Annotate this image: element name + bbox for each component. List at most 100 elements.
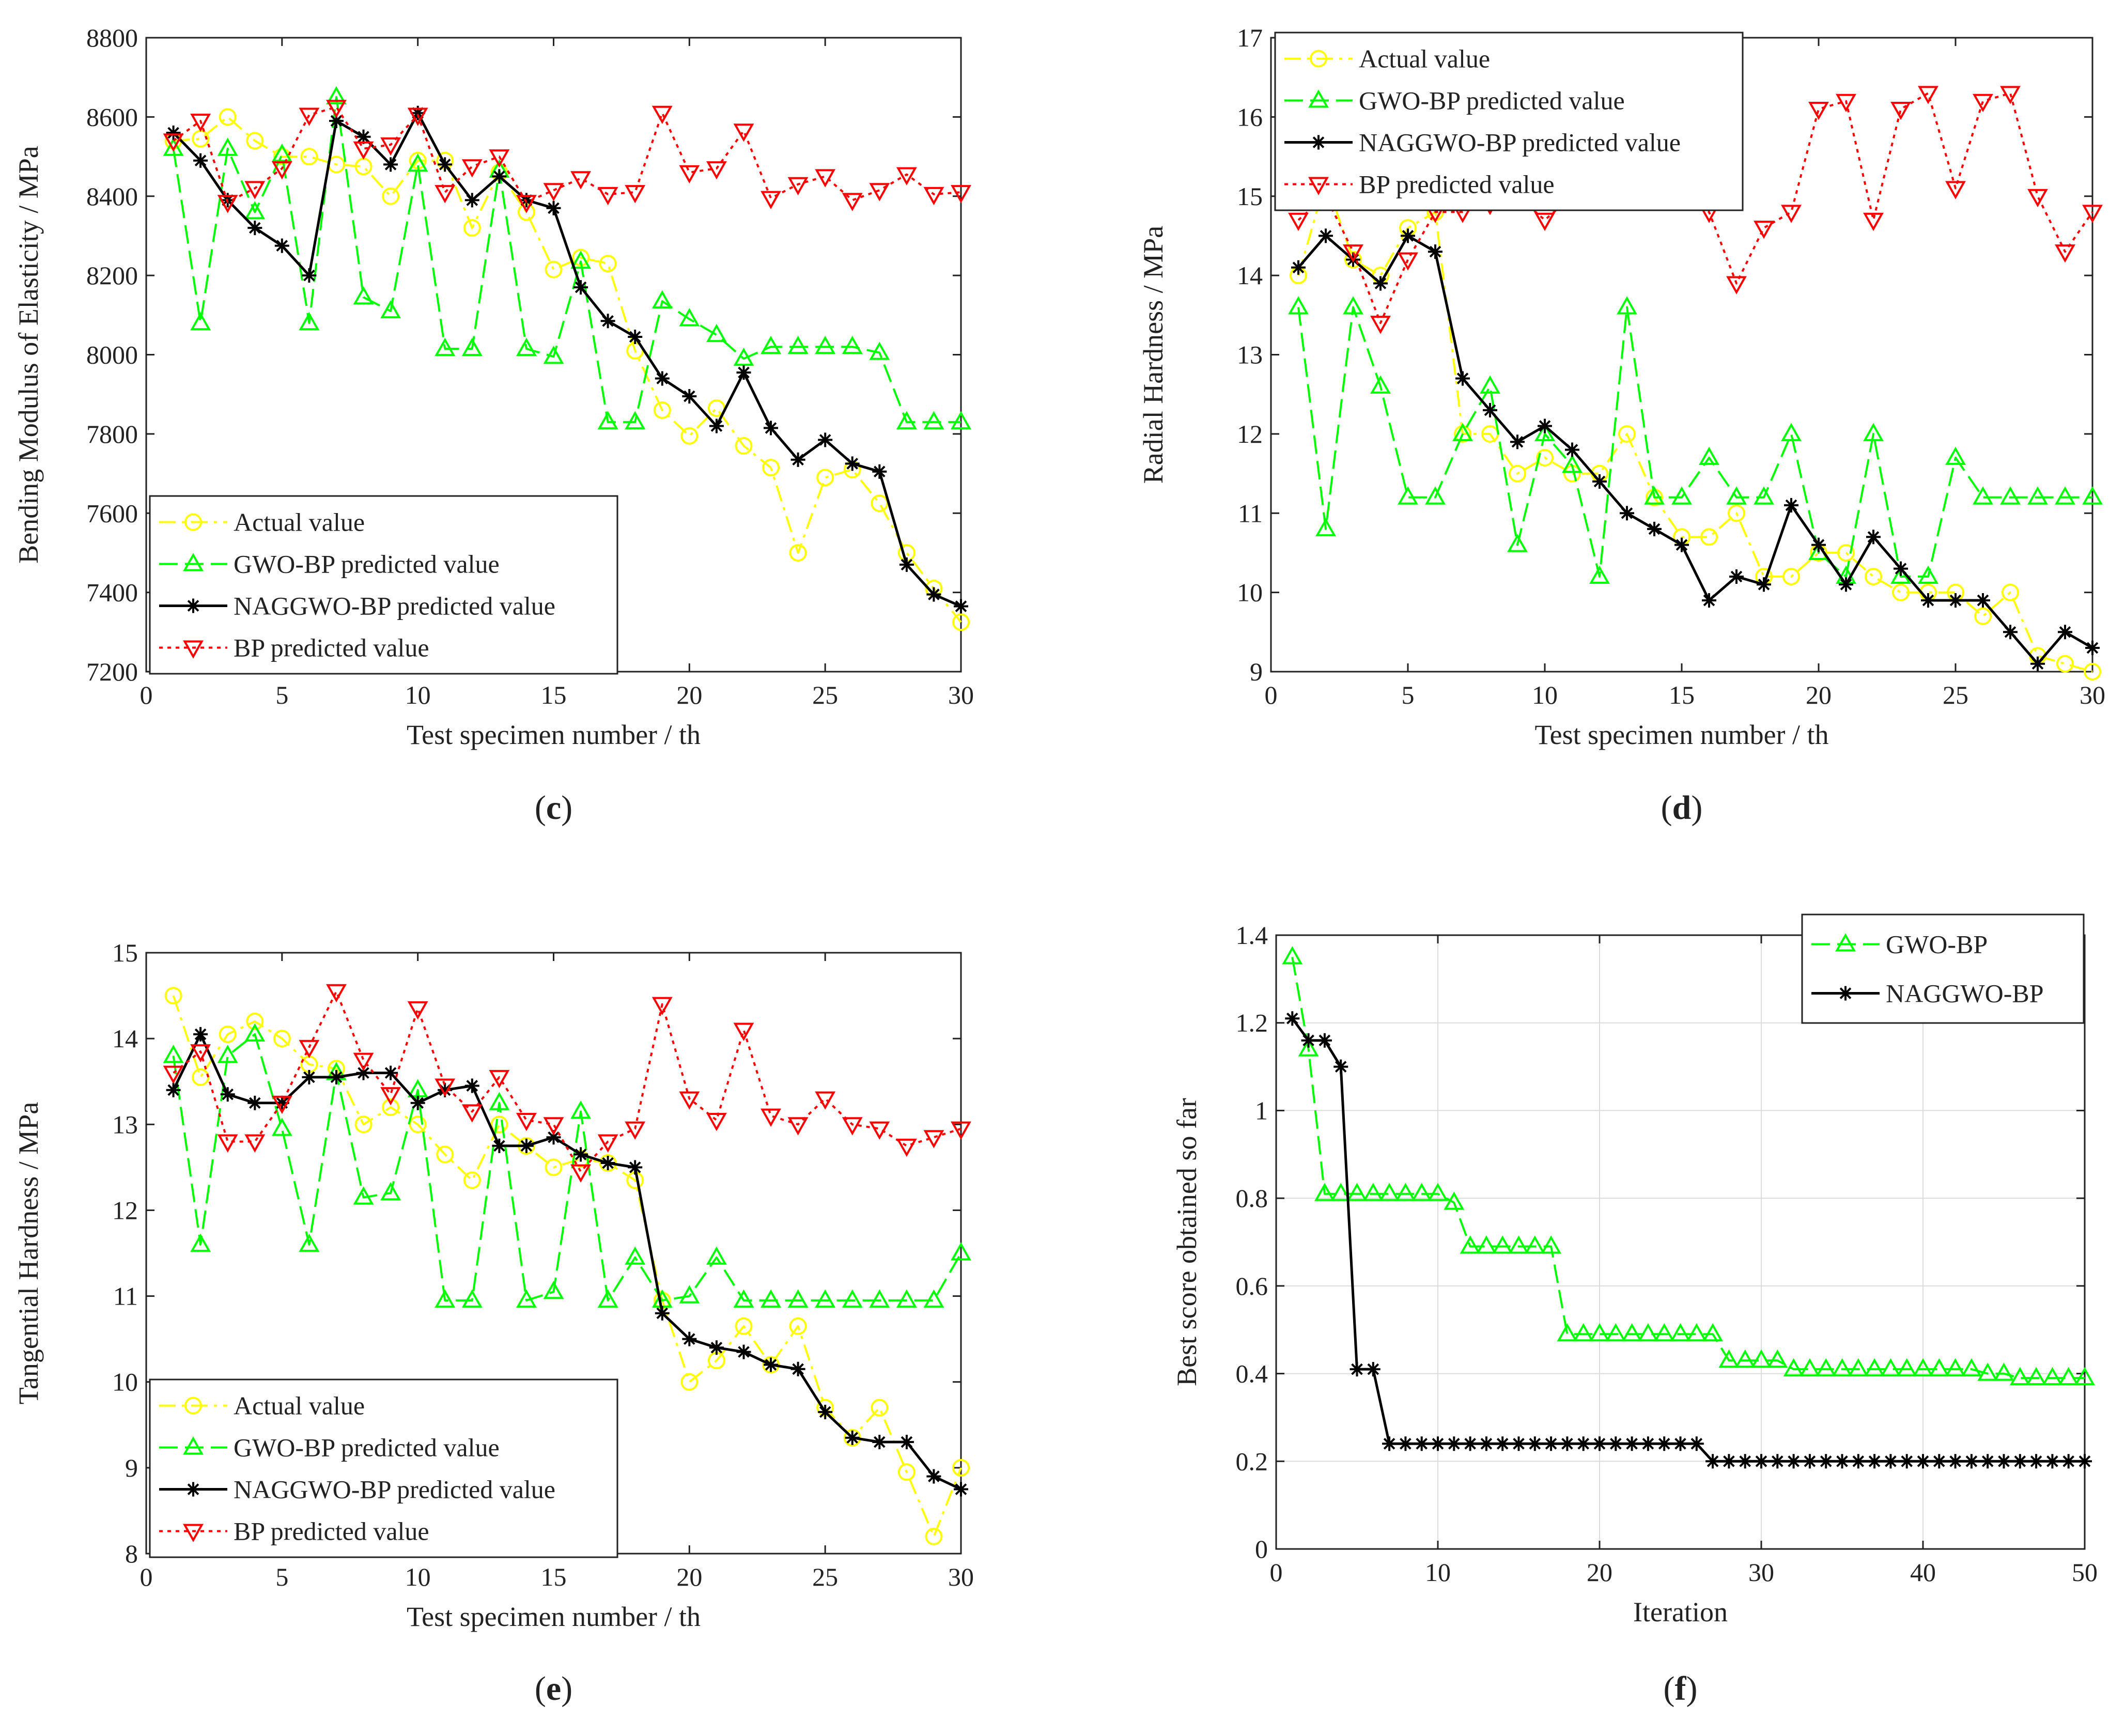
y-tick-label: 7800 xyxy=(86,420,138,448)
data-point xyxy=(2029,1454,2044,1469)
x-tick-label: 5 xyxy=(275,1562,288,1591)
data-point xyxy=(274,238,289,253)
data-point xyxy=(545,1158,563,1176)
data-point xyxy=(1945,1358,1966,1377)
data-point xyxy=(1428,1183,1448,1201)
data-point xyxy=(679,308,700,327)
data-point xyxy=(1428,244,1442,259)
data-point xyxy=(410,1095,425,1110)
series-gwo-bp xyxy=(1282,946,2095,1386)
data-point xyxy=(163,133,184,152)
data-point xyxy=(1366,1362,1381,1377)
y-tick-label: 11 xyxy=(113,1282,138,1311)
data-point xyxy=(761,1108,781,1127)
data-point xyxy=(1524,1235,1545,1254)
x-tick-label: 25 xyxy=(1943,680,1968,709)
data-point xyxy=(2042,1367,2063,1386)
y-tick-label: 8600 xyxy=(86,102,138,131)
y-tick-label: 7600 xyxy=(86,499,138,528)
data-point xyxy=(435,1078,456,1097)
y-tick-label: 8200 xyxy=(86,261,138,290)
data-point xyxy=(1317,1033,1332,1048)
data-point xyxy=(680,1373,699,1391)
data-point xyxy=(300,148,318,166)
data-point xyxy=(1589,1323,1610,1342)
data-point xyxy=(1483,402,1497,417)
data-point xyxy=(1896,1358,1917,1377)
y-tick-label: 1.4 xyxy=(1236,921,1268,950)
data-point xyxy=(1346,1183,1368,1201)
data-point xyxy=(380,300,401,319)
data-point xyxy=(1973,94,1993,113)
data-point xyxy=(951,1121,971,1140)
legend-label: NAGGWO-BP predicted value xyxy=(1359,128,1681,157)
data-point xyxy=(1657,1436,1672,1451)
y-tick-label: 1.2 xyxy=(1236,1009,1268,1037)
data-point xyxy=(869,183,890,202)
legend-label: GWO-BP xyxy=(1886,930,1988,959)
data-point xyxy=(271,143,292,162)
data-point xyxy=(761,335,781,354)
x-tick-label: 0 xyxy=(1270,1558,1283,1587)
data-point xyxy=(492,1138,507,1153)
data-point xyxy=(1343,244,1363,263)
legend-marker xyxy=(183,1524,204,1542)
data-point xyxy=(1781,205,1802,223)
data-point xyxy=(1726,276,1747,295)
data-point xyxy=(926,1469,941,1484)
data-point xyxy=(489,149,510,168)
data-point xyxy=(1728,504,1745,522)
data-point xyxy=(845,456,860,471)
data-point xyxy=(1592,1436,1607,1451)
data-point xyxy=(1689,1436,1704,1451)
data-point xyxy=(463,1171,481,1189)
legend-label: Actual value xyxy=(1359,44,1490,73)
data-point xyxy=(2056,655,2074,673)
y-tick-label: 13 xyxy=(1237,340,1263,369)
legend-label: Actual value xyxy=(234,1391,365,1420)
data-point xyxy=(1799,1358,1820,1377)
data-point xyxy=(2012,1454,2027,1469)
data-point xyxy=(1835,1454,1850,1469)
data-point xyxy=(628,1160,643,1175)
data-point xyxy=(407,1001,428,1020)
x-tick-label: 30 xyxy=(948,1562,974,1591)
x-tick-label: 15 xyxy=(541,1562,567,1591)
data-point xyxy=(2030,656,2045,671)
series-line xyxy=(172,96,961,423)
data-point xyxy=(543,1280,564,1299)
data-point xyxy=(570,250,591,269)
data-point xyxy=(896,1138,917,1157)
data-point xyxy=(1918,86,1938,104)
data-point xyxy=(302,1070,317,1084)
data-point xyxy=(1508,1235,1529,1254)
data-point xyxy=(573,280,588,295)
data-point xyxy=(951,1242,971,1261)
data-point xyxy=(1851,1454,1866,1469)
data-point xyxy=(382,1098,400,1117)
data-point xyxy=(299,1233,320,1252)
data-point xyxy=(1495,1436,1510,1451)
data-point xyxy=(1980,1454,1995,1469)
y-axis-label: Bending Modulus of Elasticity / MPa xyxy=(13,146,44,564)
data-point xyxy=(326,100,347,118)
legend: Actual value GWO-BP predicted value NAGGWO… xyxy=(149,1378,618,1558)
data-point xyxy=(818,432,833,447)
data-point xyxy=(733,1289,754,1308)
data-point xyxy=(407,107,428,126)
data-point xyxy=(1565,442,1579,457)
data-point xyxy=(190,312,211,331)
y-tick-label: 7400 xyxy=(86,578,138,607)
data-point xyxy=(2045,1454,2060,1469)
data-point xyxy=(1784,498,1798,513)
data-point xyxy=(735,437,753,455)
data-point xyxy=(489,1070,510,1089)
data-point xyxy=(925,1527,943,1545)
legend-marker xyxy=(183,553,204,571)
data-point xyxy=(815,335,836,354)
data-point xyxy=(897,1463,916,1481)
panel-label: (f) xyxy=(1664,1670,1698,1708)
data-point xyxy=(163,1045,184,1063)
data-point xyxy=(1560,1436,1575,1451)
data-point xyxy=(869,1121,890,1140)
